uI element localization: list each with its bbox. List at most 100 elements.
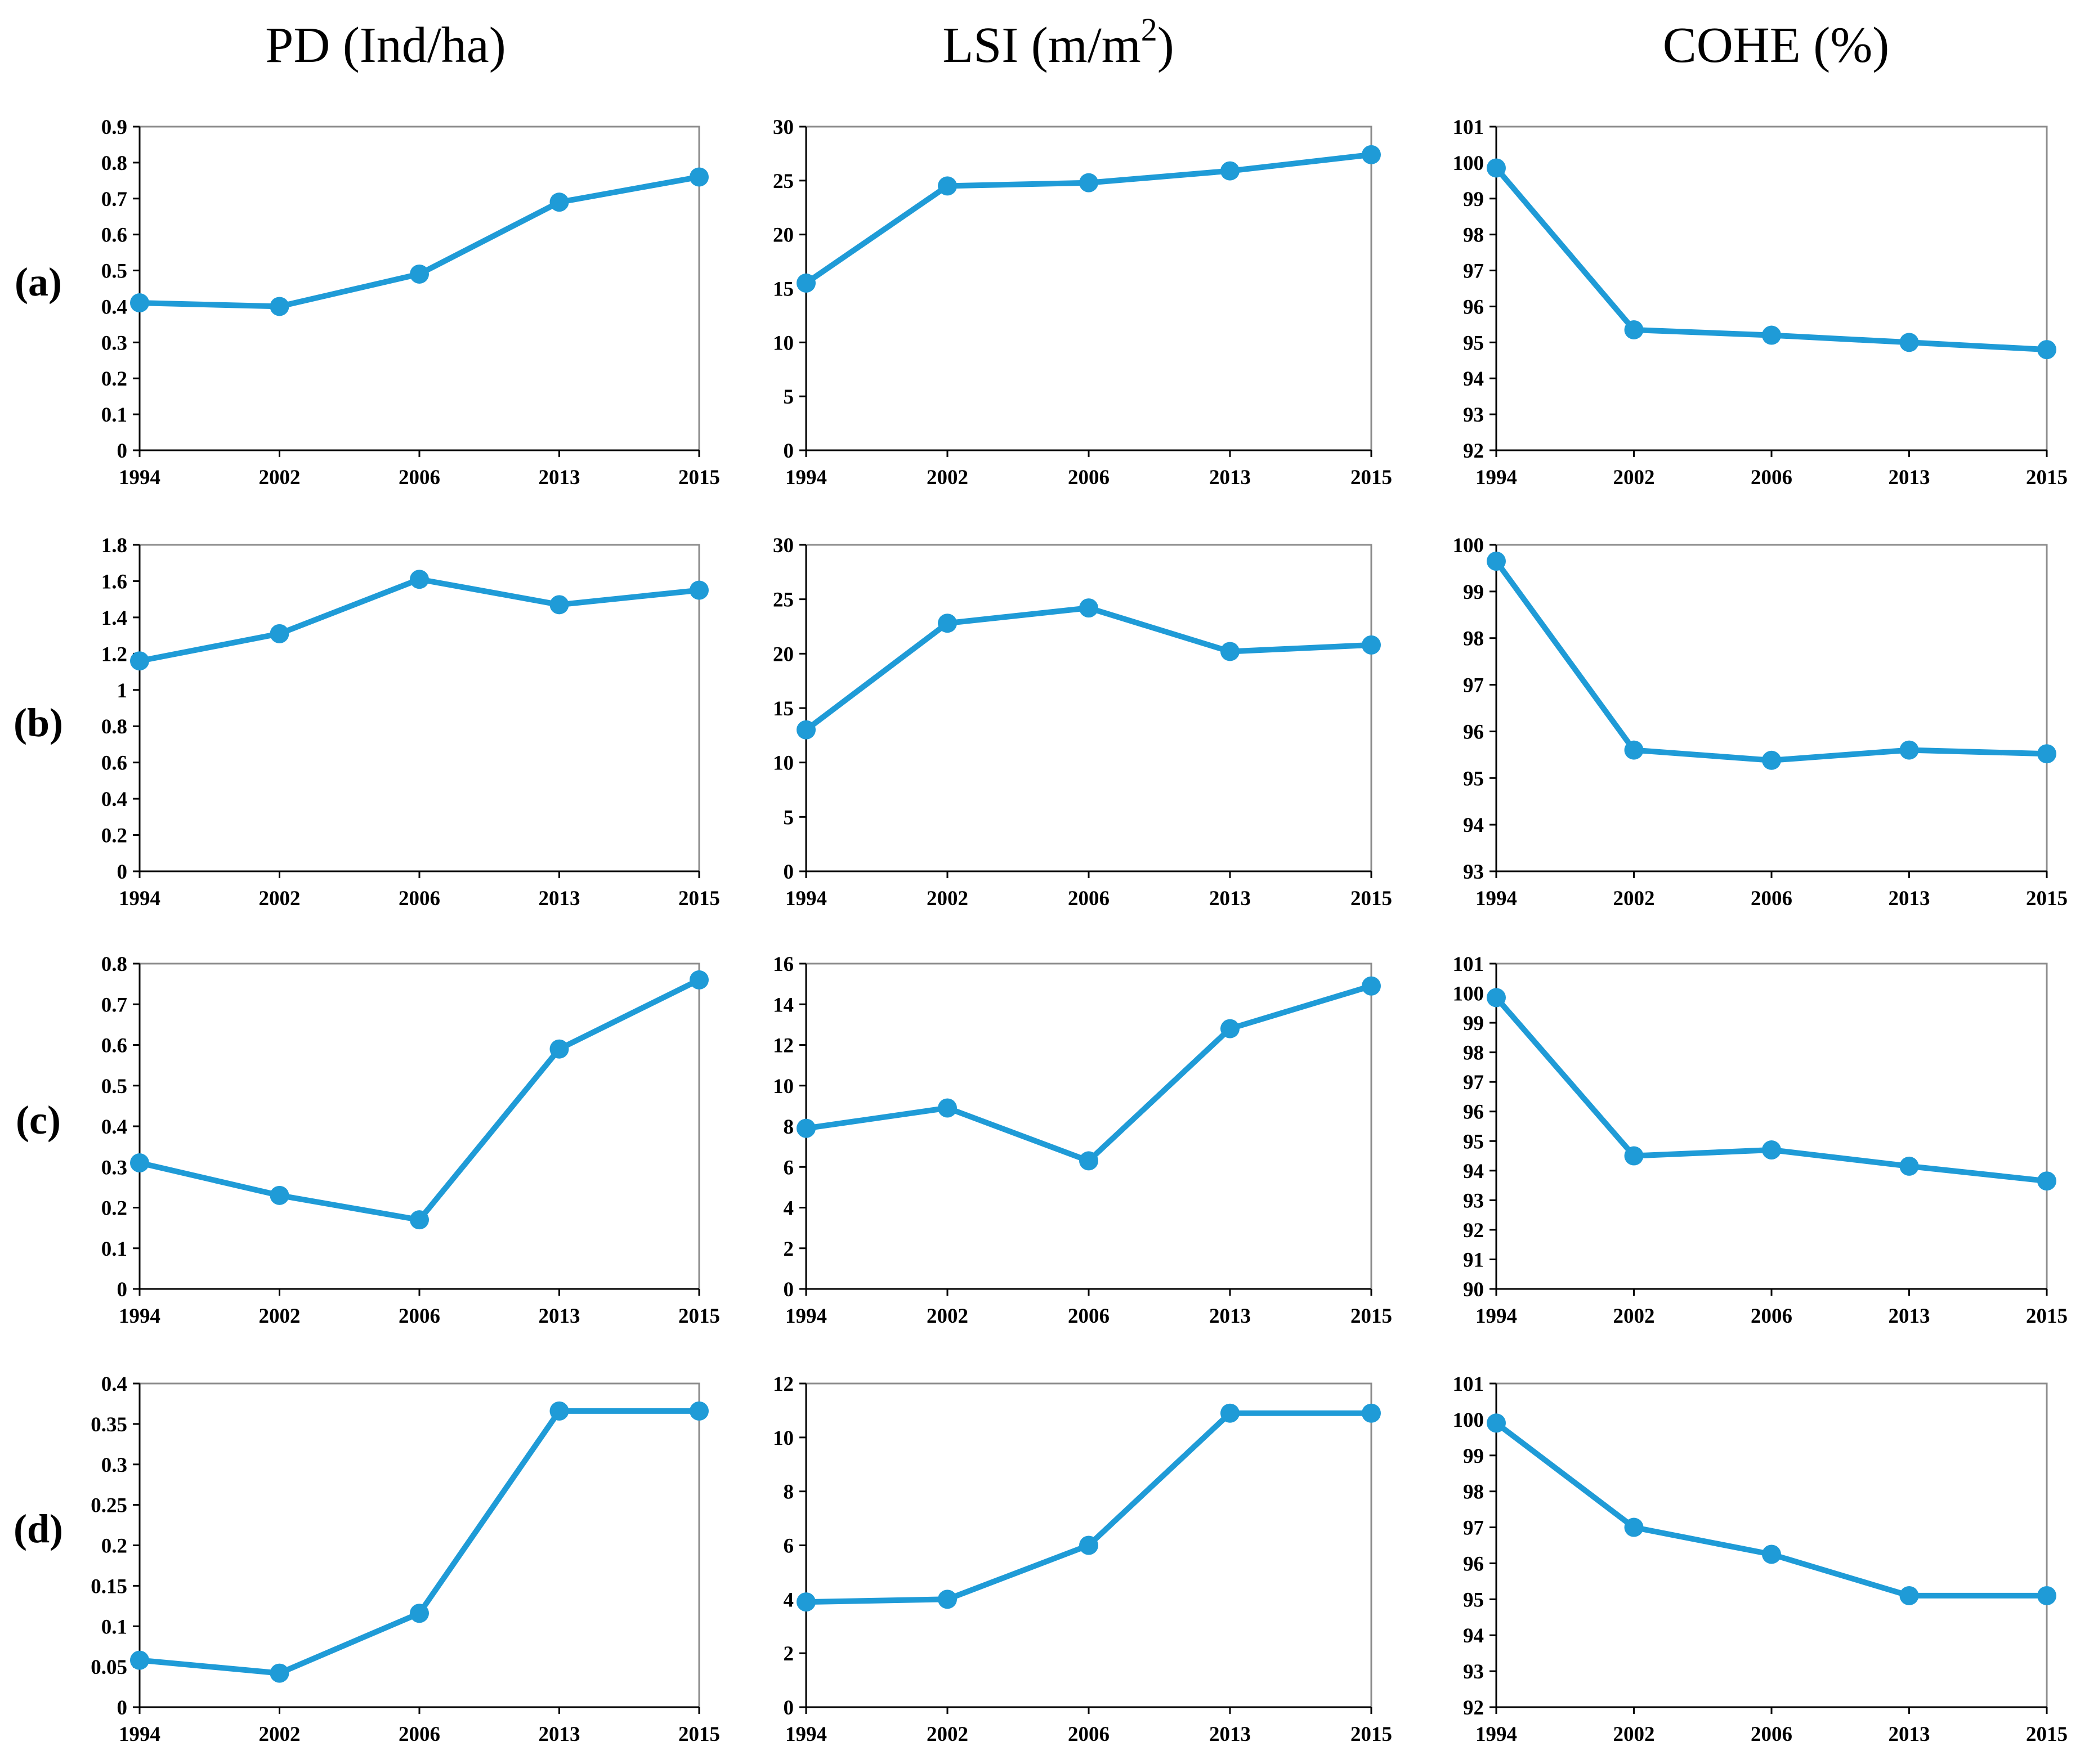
data-point-2013 (1220, 1403, 1240, 1423)
y-tick-label: 90 (1463, 1278, 1484, 1301)
y-tick-label: 98 (1463, 628, 1484, 651)
y-tick-label: 0.05 (91, 1656, 127, 1679)
data-point-2006 (1762, 1140, 1781, 1160)
x-tick-label: 2006 (1068, 887, 1110, 910)
y-tick-label: 95 (1463, 332, 1484, 355)
data-point-2002 (1624, 1146, 1644, 1166)
y-tick-label: 96 (1463, 296, 1484, 319)
y-tick-label: 14 (773, 993, 794, 1017)
data-point-2015 (690, 970, 709, 990)
y-tick-label: 15 (773, 697, 794, 720)
y-tick-label: 25 (773, 589, 794, 612)
y-tick-label: 8 (784, 1116, 794, 1139)
data-point-2006 (1079, 173, 1098, 192)
data-point-2015 (1362, 1403, 1381, 1423)
y-tick-label: 0.2 (101, 1197, 127, 1220)
plot-frame (1495, 126, 2048, 451)
y-tick-label: 0 (117, 440, 128, 463)
column-title-cohe: COHE (%) (1663, 17, 1889, 73)
y-tick-label: 2 (784, 1642, 794, 1665)
y-tick-label: 0.4 (101, 788, 127, 811)
data-point-2013 (549, 1401, 569, 1421)
data-point-2015 (690, 167, 709, 187)
x-tick-label: 2015 (2026, 466, 2068, 489)
data-point-1994 (130, 651, 149, 671)
y-tick-label: 92 (1463, 440, 1484, 463)
plot-frame (805, 544, 1372, 872)
data-point-2006 (1762, 325, 1781, 345)
y-tick-label: 2 (784, 1238, 794, 1261)
y-tick-label: 101 (1453, 1373, 1484, 1396)
x-tick-label: 2015 (2026, 887, 2068, 910)
data-point-1994 (797, 720, 816, 740)
chart-d-cohe: 92 93 94 95 96 97 98 99 100 101 1994 2002 2006 2013 20… (1453, 1373, 2068, 1746)
y-tick-label: 0.7 (101, 188, 127, 211)
data-point-2013 (1220, 1019, 1240, 1038)
column-titles: PD (Ind/ha) LSI (m/m2) COHE (%) (265, 11, 1889, 73)
y-tick-label: 98 (1463, 1042, 1484, 1065)
x-tick-label: 1994 (119, 1305, 160, 1328)
chart-b-lsi: 0 5 10 15 20 25 30 1994 2002 2006 2013 2015 (773, 534, 1392, 910)
x-tick-label: 1994 (119, 887, 160, 910)
y-tick-label: 0.5 (101, 1075, 127, 1098)
chart-c-cohe: 90 91 92 93 94 95 96 97 98 99 100 101 1994 2002 2006 20… (1453, 953, 2068, 1328)
data-point-2006 (1762, 1544, 1781, 1564)
data-point-2006 (1079, 598, 1098, 618)
column-title-lsi: LSI (m/m2) (942, 11, 1174, 73)
chart-d-lsi: 0 2 4 6 8 10 12 1994 2002 2006 2013 2015 (773, 1373, 1392, 1746)
x-tick-label: 2015 (1350, 1305, 1392, 1328)
y-tick-label: 0 (117, 1696, 128, 1720)
x-tick-label: 2002 (1613, 1723, 1655, 1746)
plot-frame (138, 1382, 700, 1708)
x-tick-label: 1994 (1475, 1305, 1517, 1328)
row-label-c: (c) (16, 1098, 61, 1143)
y-tick-label: 100 (1453, 152, 1484, 175)
x-tick-label: 2013 (1889, 1305, 1930, 1328)
y-tick-label: 0.15 (91, 1575, 127, 1598)
chart-c-lsi: 0 2 4 6 8 10 12 14 16 1994 2002 2006 2013 2015 (773, 953, 1392, 1328)
y-tick-label: 6 (784, 1535, 794, 1558)
y-tick-label: 0.2 (101, 825, 127, 848)
y-tick-label: 95 (1463, 1588, 1484, 1611)
x-tick-label: 2013 (1209, 1305, 1251, 1328)
y-tick-label: 20 (773, 643, 794, 666)
x-tick-label: 2002 (259, 466, 301, 489)
y-tick-label: 1 (117, 679, 128, 702)
x-tick-label: 2002 (259, 887, 301, 910)
data-point-2015 (1362, 145, 1381, 164)
row-labels: (a) (b) (c) (d) (14, 259, 63, 1551)
y-tick-label: 5 (784, 386, 794, 409)
x-tick-label: 2002 (927, 1723, 968, 1746)
y-tick-label: 94 (1463, 368, 1484, 391)
y-tick-label: 0.4 (101, 1373, 127, 1396)
data-point-2006 (1079, 1151, 1098, 1171)
y-tick-label: 0.2 (101, 1535, 127, 1558)
data-point-2006 (1079, 1535, 1098, 1555)
data-point-1994 (130, 1650, 149, 1670)
data-point-1994 (1487, 552, 1506, 571)
x-tick-label: 2015 (678, 1305, 720, 1328)
y-tick-label: 0.4 (101, 296, 127, 319)
y-tick-label: 6 (784, 1156, 794, 1179)
series-line (803, 983, 1374, 1164)
x-tick-label: 2002 (259, 1723, 301, 1746)
y-tick-label: 95 (1463, 1130, 1484, 1153)
x-tick-label: 2015 (1350, 466, 1392, 489)
y-tick-label: 96 (1463, 1552, 1484, 1575)
chart-b-cohe: 93 94 95 96 97 98 99 100 1994 2002 2006 2013 2015 (1453, 534, 2068, 910)
x-tick-label: 1994 (785, 1723, 827, 1746)
chart-b-pd: 0 0.2 0.4 0.6 0.8 1 1.2 1.4 1.6 1.8 1994 2002 2006 20… (101, 534, 720, 910)
y-tick-label: 92 (1463, 1219, 1484, 1242)
data-point-2002 (270, 1185, 289, 1205)
chart-d-pd: 0 0.05 0.1 0.15 0.2 0.25 0.3 0.35 0.4 1994 2002 200… (91, 1373, 720, 1746)
y-tick-label: 0.3 (101, 332, 127, 355)
y-tick-label: 91 (1463, 1248, 1484, 1271)
x-tick-label: 2002 (1613, 1305, 1655, 1328)
y-tick-label: 12 (773, 1035, 794, 1058)
data-point-2013 (1220, 642, 1240, 661)
series-line (1493, 1420, 2050, 1599)
plot-frame (138, 962, 700, 1290)
row-label-d: (d) (14, 1506, 63, 1551)
